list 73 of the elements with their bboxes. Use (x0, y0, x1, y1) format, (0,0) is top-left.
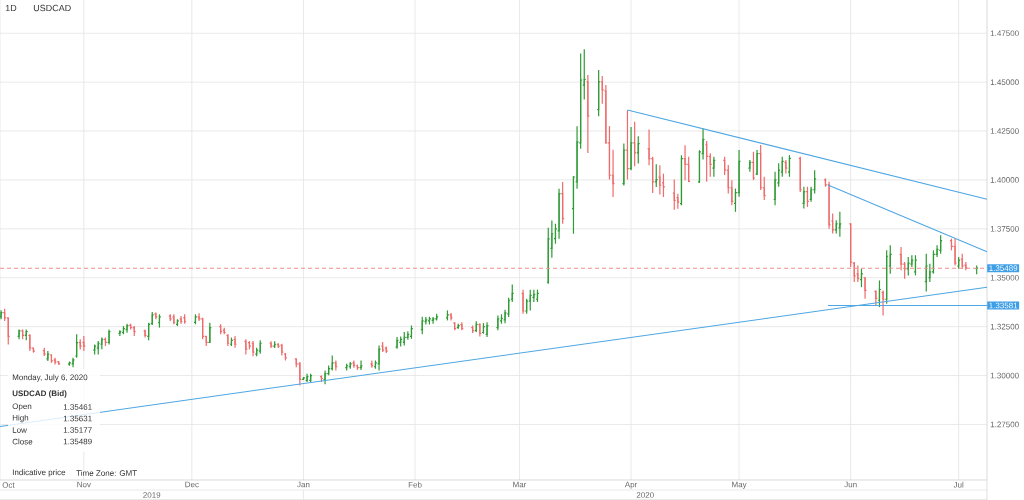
candlestick (507, 297, 511, 318)
candlestick (784, 159, 788, 175)
x-tick-label: Dec (185, 481, 199, 488)
annotation: Indicative price (12, 469, 66, 477)
x-tick-label: Jul (953, 481, 964, 488)
annotation: 1.35461 (63, 404, 92, 410)
annotation: Time Zone: GMT (76, 470, 137, 476)
candlestick (636, 135, 640, 165)
candlestick (672, 178, 676, 211)
y-tick-label: 1.27500 (990, 421, 1019, 428)
candlestick (431, 316, 435, 325)
annotation: 1.35631 (63, 415, 92, 422)
candlestick (359, 359, 363, 371)
y-tick-label: 1.47500 (990, 30, 1019, 37)
candlestick (46, 350, 50, 362)
candlestick (906, 256, 910, 276)
text: 2019 (143, 492, 161, 498)
candlestick (654, 163, 658, 188)
candlestick (377, 344, 381, 372)
chart-title: USDCAD (33, 4, 71, 12)
candlestick (755, 149, 759, 176)
annotation: Monday, July 6, 2020 (12, 374, 88, 382)
y-tick-label: 1.45000 (990, 79, 1019, 85)
x-tick-label: Oct (2, 482, 15, 488)
y-tick-label: 1.40000 (990, 177, 1019, 183)
candlestick (860, 268, 863, 288)
candlestick (582, 48, 586, 101)
candlestick (633, 121, 637, 167)
annotation: Low (12, 427, 27, 433)
candlestick (676, 193, 680, 210)
x-tick-label: May (732, 481, 747, 489)
annotation: 1.33581 (989, 302, 1018, 309)
x-tick-label: Jan (297, 481, 310, 488)
candlestick (302, 376, 305, 381)
x-tick-label: Nov (77, 481, 91, 488)
annotation: 1.35177 (63, 427, 92, 433)
candlestick (683, 144, 687, 181)
candlestick (658, 164, 662, 196)
annotation: Close (12, 438, 33, 445)
candlestick (482, 322, 485, 335)
y-tick-label: 1.32500 (990, 323, 1019, 330)
candlestick (446, 309, 449, 321)
candlestick (924, 253, 928, 293)
annotation: High (12, 414, 29, 423)
candlestick (881, 289, 885, 317)
candlestick (910, 254, 914, 268)
y-tick-label: 1.37500 (990, 226, 1019, 232)
y-tick-label: 1.35000 (990, 274, 1019, 281)
candlestick (953, 238, 957, 267)
candlestick (194, 313, 197, 325)
candlestick (172, 313, 176, 325)
x-tick-label: Apr (624, 481, 638, 489)
y-tick-label: 1.42500 (990, 128, 1019, 134)
candlestick (899, 246, 903, 271)
annotation: 1.35489 (63, 438, 92, 445)
candlestick (838, 211, 842, 238)
annotation: Open (12, 403, 32, 411)
candlestick (50, 353, 53, 364)
chart-subtitle: 1D (5, 4, 17, 12)
candlestick (521, 289, 525, 315)
candlestick (752, 151, 755, 181)
x-tick-label: Mar (513, 481, 527, 488)
candlestick (964, 261, 968, 271)
annotation: USDCAD (Bid) (12, 390, 67, 398)
y-tick-label: 1.30000 (990, 372, 1019, 379)
x-tick-label: Jun (844, 481, 857, 488)
ref-line-label: 1.35489 (989, 265, 1018, 272)
candlestick (773, 171, 777, 206)
x-tick-label: Feb (408, 481, 422, 488)
candlestick (158, 313, 161, 329)
candlestick (68, 360, 71, 367)
text: 2020 (636, 492, 654, 498)
candlestick (863, 276, 867, 300)
